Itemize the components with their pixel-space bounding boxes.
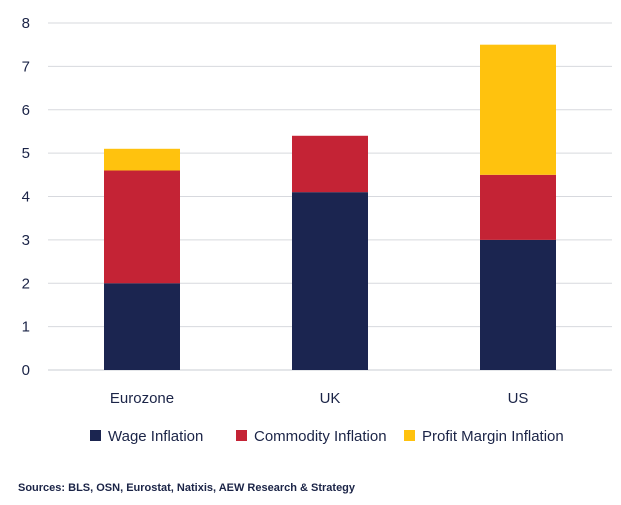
bar-uk-commodity-inflation [292, 135, 368, 193]
legend-label: Commodity Inflation [254, 428, 387, 445]
y-tick-label: 3 [22, 232, 30, 249]
legend-label: Profit Margin Inflation [422, 428, 564, 445]
source-note: Sources: BLS, OSN, Eurostat, Natixis, AE… [18, 482, 356, 494]
bar-us-commodity-inflation [480, 174, 556, 240]
x-tick-label: US [508, 390, 529, 407]
bar-uk-wage-inflation [292, 192, 368, 370]
y-tick-label: 1 [22, 319, 30, 336]
y-tick-label: 4 [22, 189, 30, 206]
x-tick-label: Eurozone [110, 390, 174, 407]
y-tick-label: 7 [22, 58, 30, 75]
y-tick-label: 5 [22, 145, 30, 162]
legend-label: Wage Inflation [108, 428, 203, 445]
y-tick-label: 2 [22, 275, 30, 292]
stacked-bar-chart: 0 1 2 3 4 5 6 7 8 Eurozone UK US Wage Inflation Commo… [22, 15, 612, 445]
legend-swatch [404, 430, 415, 441]
x-tick-label: UK [320, 390, 341, 407]
legend-swatch [236, 430, 247, 441]
legend-swatch [90, 430, 101, 441]
bar-eurozone-profit-margin-inflation [104, 148, 180, 171]
y-tick-label: 6 [22, 102, 30, 119]
bar-eurozone-wage-inflation [104, 283, 180, 370]
y-tick-label: 0 [22, 362, 30, 379]
bar-us-profit-margin-inflation [480, 44, 556, 175]
y-tick-label: 8 [22, 15, 30, 32]
bar-eurozone-commodity-inflation [104, 170, 180, 284]
bar-us-wage-inflation [480, 239, 556, 370]
